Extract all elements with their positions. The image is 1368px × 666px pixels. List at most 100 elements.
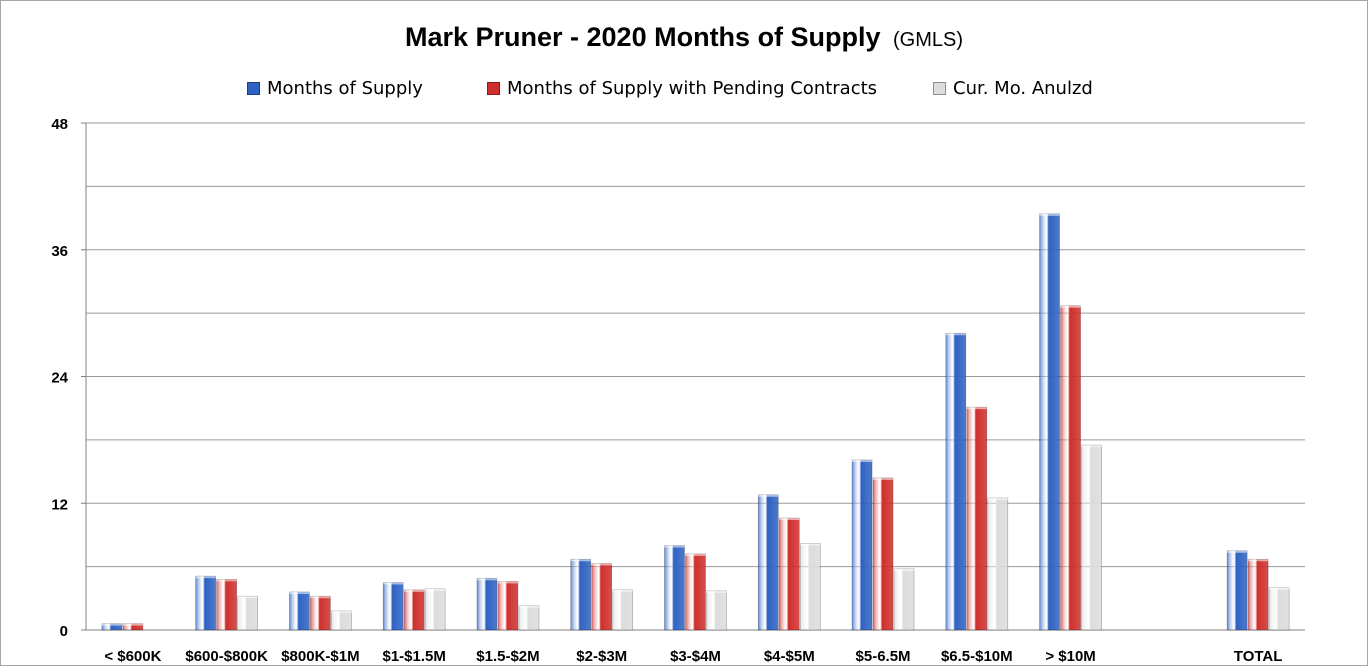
bar-cap <box>800 543 821 546</box>
bar-cap <box>1248 559 1269 562</box>
bar-cap <box>289 591 310 594</box>
bar-cap <box>591 563 612 566</box>
bar-months-of-supply-with-pending-contracts <box>591 563 613 631</box>
bar-months-of-supply <box>851 459 873 631</box>
legend-swatch-blue <box>247 82 260 95</box>
y-tick-label: 48 <box>51 116 68 133</box>
bar-months-of-supply <box>1039 213 1060 631</box>
chart-title-main: Mark Pruner - 2020 Months of Supply <box>404 22 881 52</box>
x-tick-label: $4-$5M <box>764 648 815 665</box>
x-tick-label: $1-$1.5M <box>383 648 446 665</box>
bar-cap <box>685 553 706 556</box>
bars <box>101 213 1290 631</box>
bar-cur-mo-anulzd <box>424 588 446 631</box>
chart-legend: Months of Supply Months of Supply with P… <box>0 78 1368 104</box>
legend-item-pending-contracts: Months of Supply with Pending Contracts <box>487 78 877 99</box>
bar-months-of-supply-with-pending-contracts <box>216 578 237 631</box>
legend-label: Months of Supply with Pending Contracts <box>507 78 878 99</box>
bar-cap <box>1060 305 1081 308</box>
x-tick-label: < $600K <box>104 648 161 665</box>
bar-cap <box>894 568 915 571</box>
y-tick-label: 24 <box>51 370 68 387</box>
bar-months-of-supply-with-pending-contracts <box>685 553 706 631</box>
bar-months-of-supply <box>664 545 685 631</box>
bar-cap <box>570 559 591 562</box>
bar-months-of-supply-with-pending-contracts <box>1060 305 1081 631</box>
x-tick-label: $3-$4M <box>670 648 721 665</box>
bar-cap <box>779 518 800 521</box>
bar-cap <box>497 581 518 584</box>
bar-months-of-supply-with-pending-contracts <box>966 406 988 631</box>
y-tick-label: 12 <box>51 496 68 513</box>
bar-months-of-supply <box>570 558 592 631</box>
bar-cap <box>404 589 425 592</box>
grid-lines <box>86 122 1305 568</box>
bar-cur-mo-anulzd <box>1268 587 1290 631</box>
bar-cap <box>706 590 727 593</box>
bar-cap <box>987 497 1008 500</box>
x-tick-label: $800K-$1M <box>281 648 359 665</box>
bar-cap <box>331 610 352 613</box>
bar-cap <box>195 576 216 579</box>
chart-title: Mark Pruner - 2020 Months of Supply (GML… <box>0 22 1368 53</box>
bar-months-of-supply <box>382 582 404 631</box>
bar-cap <box>237 596 258 599</box>
x-tick-label: $600-$800K <box>185 648 268 665</box>
x-tick-label: $2-$3M <box>576 648 627 665</box>
bar-cur-mo-anulzd <box>612 589 634 631</box>
legend-item-months-of-supply: Months of Supply <box>247 78 423 99</box>
bar-months-of-supply <box>195 575 216 631</box>
bar-cur-mo-anulzd <box>331 610 352 631</box>
bar-cur-mo-anulzd <box>1081 444 1102 631</box>
bar-cap <box>518 605 539 608</box>
legend-swatch-red <box>487 82 500 95</box>
bar-cap <box>1039 213 1060 216</box>
legend-label: Cur. Mo. Anulzd <box>953 78 1093 99</box>
bar-cap <box>966 407 987 410</box>
bar-cap <box>383 582 404 585</box>
bar-cap <box>664 545 685 548</box>
bar-cap <box>101 623 122 626</box>
x-tick-label: $6.5-$10M <box>941 648 1013 665</box>
bar-months-of-supply <box>476 577 498 631</box>
tick-labels: 0 12 24 36 48 < $600K $600-$800K $800K-$1M $1-$1… <box>51 116 1282 665</box>
x-tick-label: $5-6.5M <box>856 648 911 665</box>
bar-months-of-supply-with-pending-contracts <box>872 477 894 631</box>
y-tick-label: 36 <box>51 243 68 260</box>
bar-cap <box>1227 550 1248 553</box>
bar-cap <box>1081 445 1102 448</box>
bar-cap <box>216 579 237 582</box>
bar-cur-mo-anulzd <box>706 590 727 631</box>
bar-cap <box>945 333 966 336</box>
bar-cap <box>1269 587 1290 590</box>
bar-cap <box>852 459 873 462</box>
bar-cap <box>122 623 143 626</box>
bar-cur-mo-anulzd <box>237 595 258 631</box>
y-tick-label: 0 <box>60 623 68 640</box>
bar-cap <box>612 589 633 592</box>
bar-cap <box>425 588 446 591</box>
bar-cur-mo-anulzd <box>799 543 821 631</box>
bar-cur-mo-anulzd <box>987 497 1009 631</box>
bar-months-of-supply-with-pending-contracts <box>497 581 519 631</box>
bar-months-of-supply-with-pending-contracts <box>1247 558 1269 631</box>
legend-swatch-gray <box>933 82 946 95</box>
bar-months-of-supply <box>945 332 967 631</box>
bar-cur-mo-anulzd <box>893 568 915 631</box>
legend-item-cur-mo-anulzd: Cur. Mo. Anulzd <box>933 78 1093 99</box>
x-tick-label: > $10M <box>1045 648 1095 665</box>
legend-label: Months of Supply <box>267 78 423 99</box>
bar-cap <box>758 494 779 497</box>
bar-months-of-supply <box>1226 550 1248 631</box>
x-tick-label: TOTAL <box>1234 648 1283 665</box>
bar-months-of-supply-with-pending-contracts <box>403 589 425 631</box>
bar-cur-mo-anulzd <box>518 605 540 631</box>
bar-cap <box>873 477 894 480</box>
bar-months-of-supply <box>757 494 779 631</box>
bar-months-of-supply-with-pending-contracts <box>310 595 331 631</box>
bar-cap <box>476 578 497 581</box>
x-tick-label: $1.5-$2M <box>476 648 539 665</box>
bar-months-of-supply <box>289 591 310 631</box>
bar-months-of-supply-with-pending-contracts <box>778 517 800 631</box>
